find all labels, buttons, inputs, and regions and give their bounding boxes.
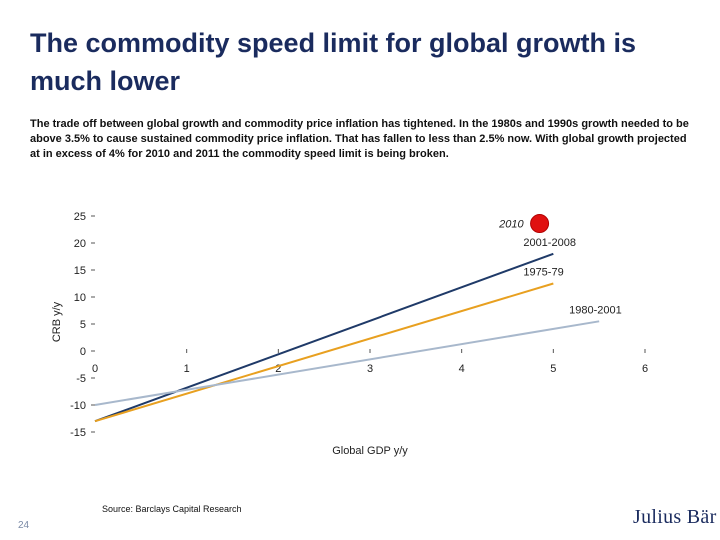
page-subtitle: The trade off between global growth and …	[30, 118, 689, 160]
y-tick-label: 0	[80, 346, 86, 358]
julius-baer-logo: Julius Bär	[633, 506, 717, 528]
y-tick-label: -15	[70, 427, 86, 439]
y-tick-label: 10	[74, 292, 86, 304]
x-tick-label: 4	[459, 363, 465, 375]
y-tick-label: -5	[76, 373, 86, 385]
point-marker	[530, 214, 550, 234]
y-tick-label: 5	[80, 319, 86, 331]
series-line	[94, 320, 600, 406]
page-number: 24	[18, 520, 30, 531]
x-tick-label: 6	[642, 363, 648, 375]
point-label: 2010	[498, 219, 524, 231]
x-axis-label: Global GDP y/y	[332, 445, 408, 457]
y-tick-label: -10	[70, 400, 86, 412]
y-tick-label: 15	[74, 265, 86, 277]
x-tick-label: 3	[367, 363, 373, 375]
source-note: Source: Barclays Capital Research	[102, 504, 242, 514]
series-label: 2001-2008	[523, 237, 576, 249]
series-line	[94, 252, 554, 423]
x-tick-label: 1	[184, 363, 190, 375]
page-title: The commodity speed limit for global gro…	[30, 28, 637, 96]
series-label: 1975-79	[523, 267, 563, 279]
y-axis-label: CRB y/y	[51, 301, 63, 342]
y-tick-label: 25	[74, 211, 86, 223]
x-tick-label: 2	[275, 363, 281, 375]
series-label: 1980-2001	[569, 304, 622, 316]
x-tick-label: 5	[550, 363, 556, 375]
series-line	[94, 282, 554, 423]
y-tick-label: 20	[74, 238, 86, 250]
x-tick-label: 0	[92, 363, 98, 375]
